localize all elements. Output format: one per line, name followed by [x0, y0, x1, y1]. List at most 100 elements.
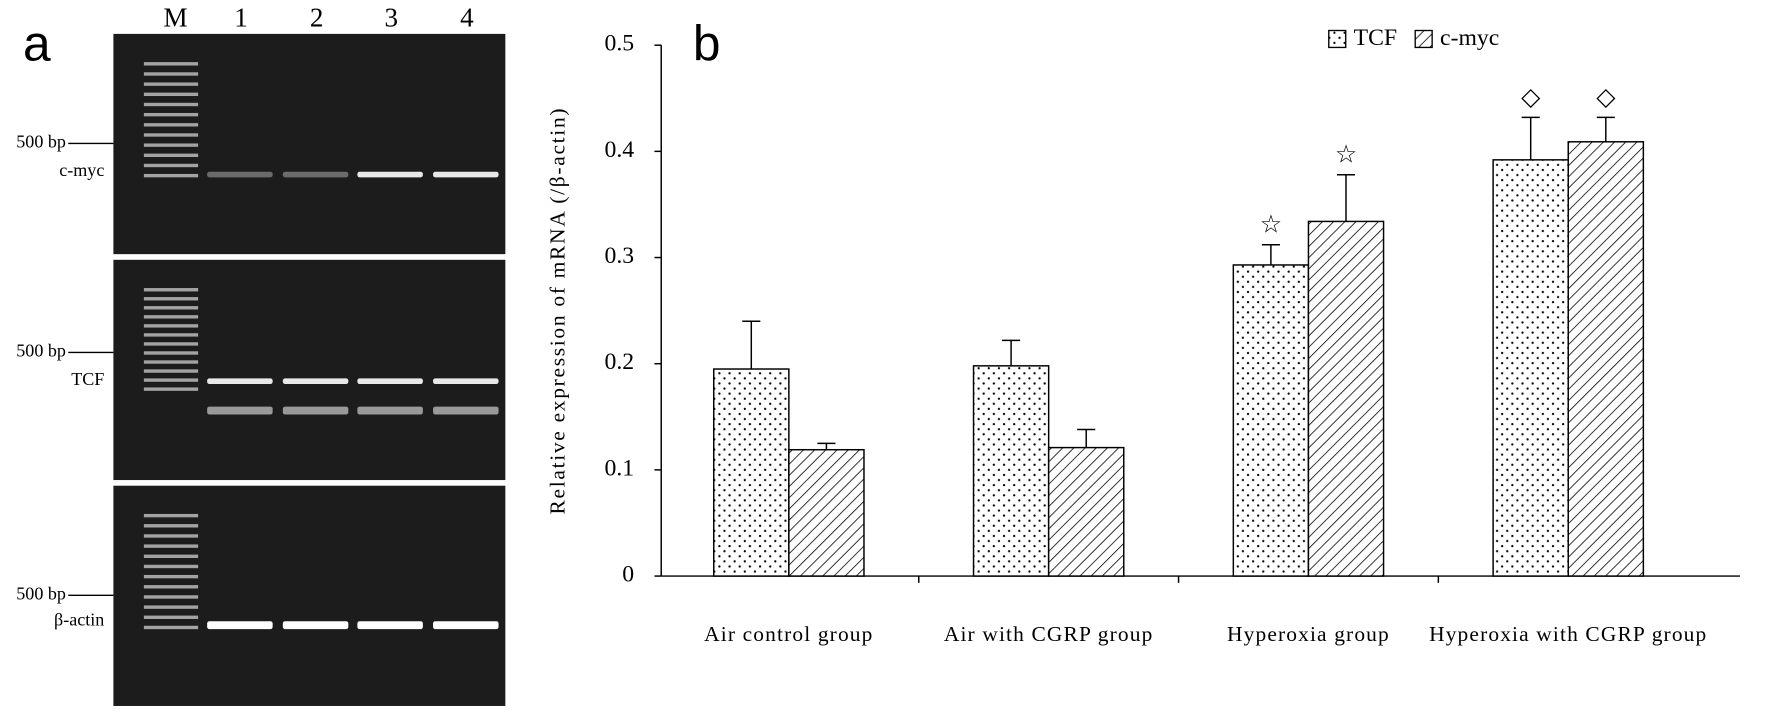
sample-band	[433, 406, 499, 415]
error-bar	[1002, 339, 1021, 366]
ladder-band	[143, 524, 199, 528]
ladder-band	[143, 564, 199, 569]
error-bar	[817, 442, 836, 450]
marker-label: 500 bp	[16, 132, 66, 152]
ladder-band	[143, 342, 199, 346]
y-tick-label: 0.3	[604, 243, 634, 269]
ladder-band	[143, 82, 199, 86]
ladder-band	[143, 123, 199, 127]
ladder-band	[143, 306, 199, 310]
significance-marker: ◇	[1521, 84, 1541, 111]
ladder-band	[143, 62, 199, 66]
significance-marker: ☆	[1260, 211, 1282, 238]
lane-label: 4	[460, 3, 474, 33]
sample-band	[207, 171, 273, 178]
ladder-band	[143, 102, 199, 107]
sample-band	[282, 621, 349, 630]
sample-band	[207, 378, 273, 385]
ladder-band	[143, 288, 199, 292]
significance-marker: ◇	[1596, 84, 1616, 111]
sample-band	[357, 621, 423, 630]
ladder-band	[143, 544, 199, 548]
x-tick-label: Hyperoxia with CGRP group	[1429, 622, 1707, 646]
ladder-band	[143, 574, 199, 579]
ladder-band	[143, 143, 199, 147]
y-axis-label: Relative expression of mRNA (/β-actin)	[545, 107, 569, 515]
bar	[713, 368, 790, 577]
error-bar	[1077, 428, 1096, 448]
y-tick-label: 0	[622, 562, 634, 588]
ladder-band	[143, 133, 199, 137]
sample-band	[357, 406, 423, 415]
sample-band	[433, 378, 499, 385]
x-tick-label: Air with CGRP group	[944, 622, 1154, 646]
ladder-band	[143, 554, 199, 558]
sample-band	[207, 621, 273, 630]
sample-band	[433, 621, 499, 630]
y-tick-label: 0.4	[604, 137, 634, 163]
sample-band	[282, 378, 349, 385]
y-tick-label: 0.1	[604, 455, 634, 481]
lane-label: 3	[384, 3, 398, 33]
y-tick-label: 0.5	[604, 31, 634, 57]
lane-label: 2	[310, 3, 324, 33]
legend-swatch	[1328, 29, 1347, 49]
ladder-band	[143, 513, 199, 518]
marker-label: 500 bp	[16, 583, 66, 603]
error-bar	[1261, 244, 1280, 265]
ladder-band	[143, 163, 199, 168]
y-tick-label: 0.2	[604, 349, 634, 375]
sample-band	[433, 171, 499, 178]
legend-label: c-myc	[1440, 25, 1499, 51]
bar	[788, 448, 865, 577]
bar	[972, 365, 1050, 577]
ladder-band	[143, 315, 199, 319]
bar	[1047, 446, 1125, 577]
bar	[1232, 264, 1310, 577]
error-bar	[1596, 116, 1615, 142]
ladder-band	[143, 595, 199, 599]
ladder-band	[143, 360, 199, 364]
x-tick-label: Hyperoxia group	[1227, 622, 1390, 646]
ladder-band	[143, 615, 199, 619]
ladder-band	[143, 605, 199, 609]
sample-band	[357, 171, 423, 178]
ladder-band	[143, 534, 199, 538]
panel-label: a	[23, 16, 51, 72]
ladder-band	[143, 324, 199, 328]
error-bar	[1336, 173, 1356, 222]
error-bar	[1521, 116, 1540, 160]
sample-band	[357, 378, 423, 385]
sample-band	[207, 406, 273, 415]
ladder-band	[143, 387, 199, 391]
ladder-band	[143, 112, 199, 117]
significance-marker: ☆	[1335, 141, 1357, 168]
ladder-band	[143, 369, 199, 373]
bar	[1567, 141, 1645, 577]
sample-band	[282, 171, 349, 178]
ladder-band	[143, 297, 199, 301]
legend-label: TCF	[1354, 25, 1398, 51]
ladder-band	[143, 72, 199, 76]
x-tick-label: Air control group	[704, 622, 873, 646]
gene-label: TCF	[71, 369, 104, 389]
bar	[1492, 159, 1569, 577]
gene-label: c-myc	[59, 160, 104, 180]
ladder-band	[143, 378, 199, 382]
marker-label: 500 bp	[16, 341, 66, 361]
sample-band	[282, 406, 349, 415]
error-bar	[742, 320, 761, 370]
gene-label: β-actin	[54, 609, 104, 629]
ladder-band	[143, 333, 199, 337]
lane-label: M	[163, 3, 187, 33]
legend-swatch	[1414, 29, 1433, 49]
ladder-band	[143, 585, 199, 589]
ladder-band	[143, 173, 199, 178]
ladder-band	[143, 625, 199, 630]
ladder-band	[143, 92, 199, 97]
panel-label: b	[693, 16, 721, 72]
ladder-band	[143, 153, 199, 158]
